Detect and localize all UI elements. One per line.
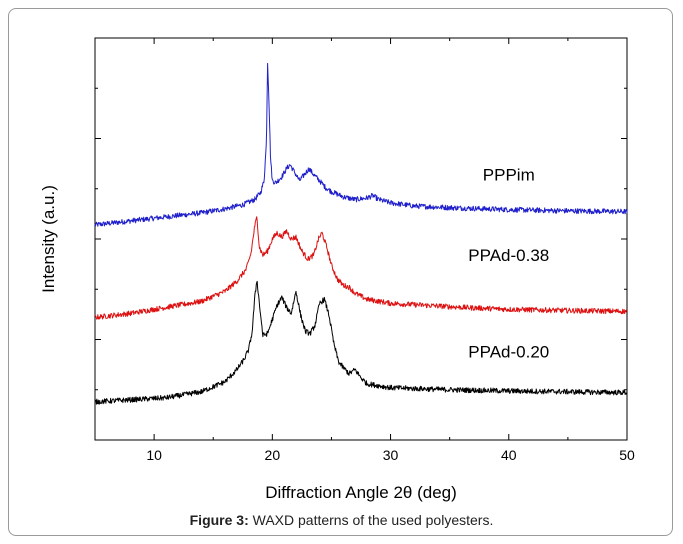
figure-caption-text: WAXD patterns of the used polyesters. [248,512,494,528]
figure-caption-label: Figure 3: [189,512,249,528]
figure-frame [8,8,673,536]
x-tick-label: 40 [501,447,517,463]
figure-caption: Figure 3: WAXD patterns of the used poly… [0,512,683,528]
series-line-pppim [94,62,628,227]
x-tick-label: 20 [265,447,281,463]
series-label-pppim: PPPim [483,166,535,185]
series-line-ppad-0-20 [94,280,628,405]
series-line-ppad-0-38 [94,216,628,320]
x-axis-label: Diffraction Angle 2θ (deg) [265,483,457,502]
series-label-ppad-0-20: PPAd-0.20 [468,343,549,362]
x-tick-label: 30 [383,447,399,463]
x-tick-label: 10 [146,447,162,463]
series-label-ppad-0-38: PPAd-0.38 [468,246,549,265]
x-tick-label: 50 [619,447,635,463]
y-axis-label: Intensity (a.u.) [39,185,58,293]
plot-area-frame [94,37,628,441]
